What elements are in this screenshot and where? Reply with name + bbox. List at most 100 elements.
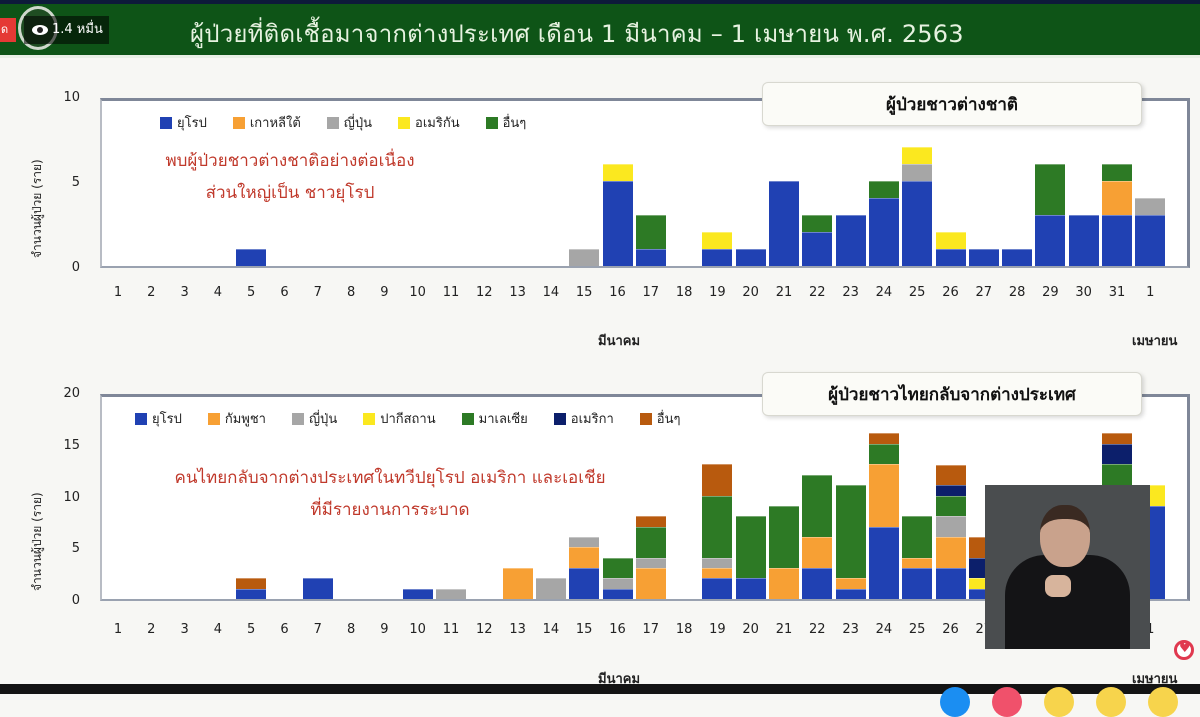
legend-item: อื่นๆ (639, 408, 681, 429)
legend-swatch-icon (485, 116, 498, 129)
bar-segment (968, 588, 999, 599)
bar-segment (635, 215, 666, 249)
chart-legend: ยุโรป เกาหลีใต้ ญี่ปุ่น อเมริกัน อื่นๆ (160, 112, 526, 133)
legend-label: ญี่ปุ่น (308, 412, 338, 427)
bar-segment (702, 557, 733, 568)
chart-legend: ยุโรป กัมพูชา ญี่ปุ่น ปากีสถาน มาเลเซีย อเมริ… (135, 408, 680, 429)
bar-segment (302, 578, 333, 599)
legend-label: อื่นๆ (502, 116, 527, 131)
x-tick-label: 3 (180, 285, 189, 300)
x-tick-label: 13 (509, 622, 526, 637)
stacked-bar (935, 232, 966, 266)
bar-segment (1102, 181, 1132, 215)
stacked-bar (569, 249, 600, 266)
stacked-bar (402, 588, 433, 599)
bar-segment (868, 433, 899, 444)
bar-segment (735, 249, 766, 266)
legend-label: ปากีสถาน (380, 412, 436, 427)
x-tick-label: 2 (147, 285, 156, 300)
bar-segment (1102, 164, 1132, 181)
stacked-bar (302, 578, 333, 599)
x-axis-label-march: มีนาคม (598, 334, 641, 349)
bar-segment (402, 588, 433, 599)
bar-segment (902, 567, 933, 599)
x-tick-label: 15 (575, 285, 593, 300)
chart-title: ผู้ป่วยชาวไทยกลับจากต่างประเทศ (762, 372, 1142, 416)
stacked-bar (735, 249, 766, 266)
haha-reaction-icon[interactable] (1044, 687, 1074, 717)
bar-segment (769, 567, 799, 599)
bar-segment (868, 443, 899, 465)
y-tick-label: 5 (71, 541, 80, 557)
x-tick-label: 6 (280, 285, 289, 300)
legend-label: อเมริกัน (415, 116, 460, 131)
bar-segment (935, 495, 966, 517)
x-tick-label: 4 (213, 622, 223, 637)
x-tick-label: 1 (113, 285, 123, 300)
heart-reaction-icon[interactable] (1174, 640, 1194, 660)
bar-segment (1068, 215, 1099, 266)
sign-language-interpreter-video (985, 485, 1150, 649)
y-tick-label: 10 (63, 90, 80, 105)
bar-segment (769, 505, 799, 568)
legend-swatch-icon (160, 116, 172, 129)
x-tick-label: 12 (476, 285, 493, 300)
bar-segment (702, 249, 733, 266)
bar-segment (769, 181, 799, 266)
y-tick-label: 15 (63, 437, 80, 453)
bar-segment (602, 578, 633, 589)
bar-segment (702, 495, 733, 558)
bar-segment (1102, 433, 1132, 444)
x-tick-label: 2 (147, 622, 156, 637)
x-tick-label: 15 (575, 622, 593, 637)
bar-segment (835, 215, 866, 266)
x-tick-label: 5 (247, 622, 256, 637)
bar-segment (935, 232, 966, 249)
stacked-bar (769, 505, 799, 599)
bar-segment (635, 526, 666, 558)
like-reaction-icon[interactable] (940, 687, 970, 717)
bar-segment (868, 526, 899, 599)
love-reaction-icon[interactable] (992, 687, 1022, 717)
x-tick-label: 26 (942, 285, 959, 300)
stacked-bar (702, 232, 733, 266)
stacked-bar (635, 215, 666, 266)
x-tick-label: 25 (908, 622, 926, 637)
stacked-bar (1002, 249, 1033, 266)
x-tick-label: 29 (1042, 285, 1059, 300)
y-axis-label: จำนวนผู้ป่วย (ราย) (30, 159, 44, 258)
bar-segment (835, 588, 866, 599)
bar-segment (902, 147, 933, 164)
bar-segment (935, 567, 966, 599)
legend-item: ยุโรป (160, 112, 207, 133)
x-tick-label: 1 (113, 622, 123, 637)
bar-segment (236, 249, 267, 266)
legend-swatch-icon (291, 412, 304, 425)
x-tick-label: 14 (542, 622, 560, 637)
sad-reaction-icon[interactable] (1148, 687, 1178, 717)
legend-label: อื่นๆ (656, 412, 681, 427)
interpreter-head (1040, 505, 1090, 567)
stacked-bar (835, 485, 866, 599)
stacked-bar (802, 215, 833, 266)
legend-swatch-icon (553, 412, 566, 425)
legend-swatch-icon (207, 412, 220, 425)
bar-segment (535, 578, 566, 599)
x-axis-label-april: เมษายน (1132, 672, 1178, 687)
x-tick-label: 22 (809, 285, 826, 300)
legend-swatch-icon (639, 412, 652, 425)
bar-segment (702, 464, 733, 496)
view-count: 1.4 หมื่น (24, 16, 109, 44)
x-tick-label: 13 (509, 285, 526, 300)
bar-segment (602, 557, 633, 579)
stacked-bar (635, 516, 666, 599)
bar-segment (1102, 443, 1132, 465)
stacked-bar (1135, 198, 1166, 266)
bar-segment (968, 249, 999, 266)
wow-reaction-icon[interactable] (1096, 687, 1126, 717)
bar-segment (602, 588, 633, 599)
legend-swatch-icon (363, 412, 376, 425)
bar-segment (868, 181, 899, 198)
bar-segment (602, 164, 633, 181)
stacked-bar (835, 215, 866, 266)
